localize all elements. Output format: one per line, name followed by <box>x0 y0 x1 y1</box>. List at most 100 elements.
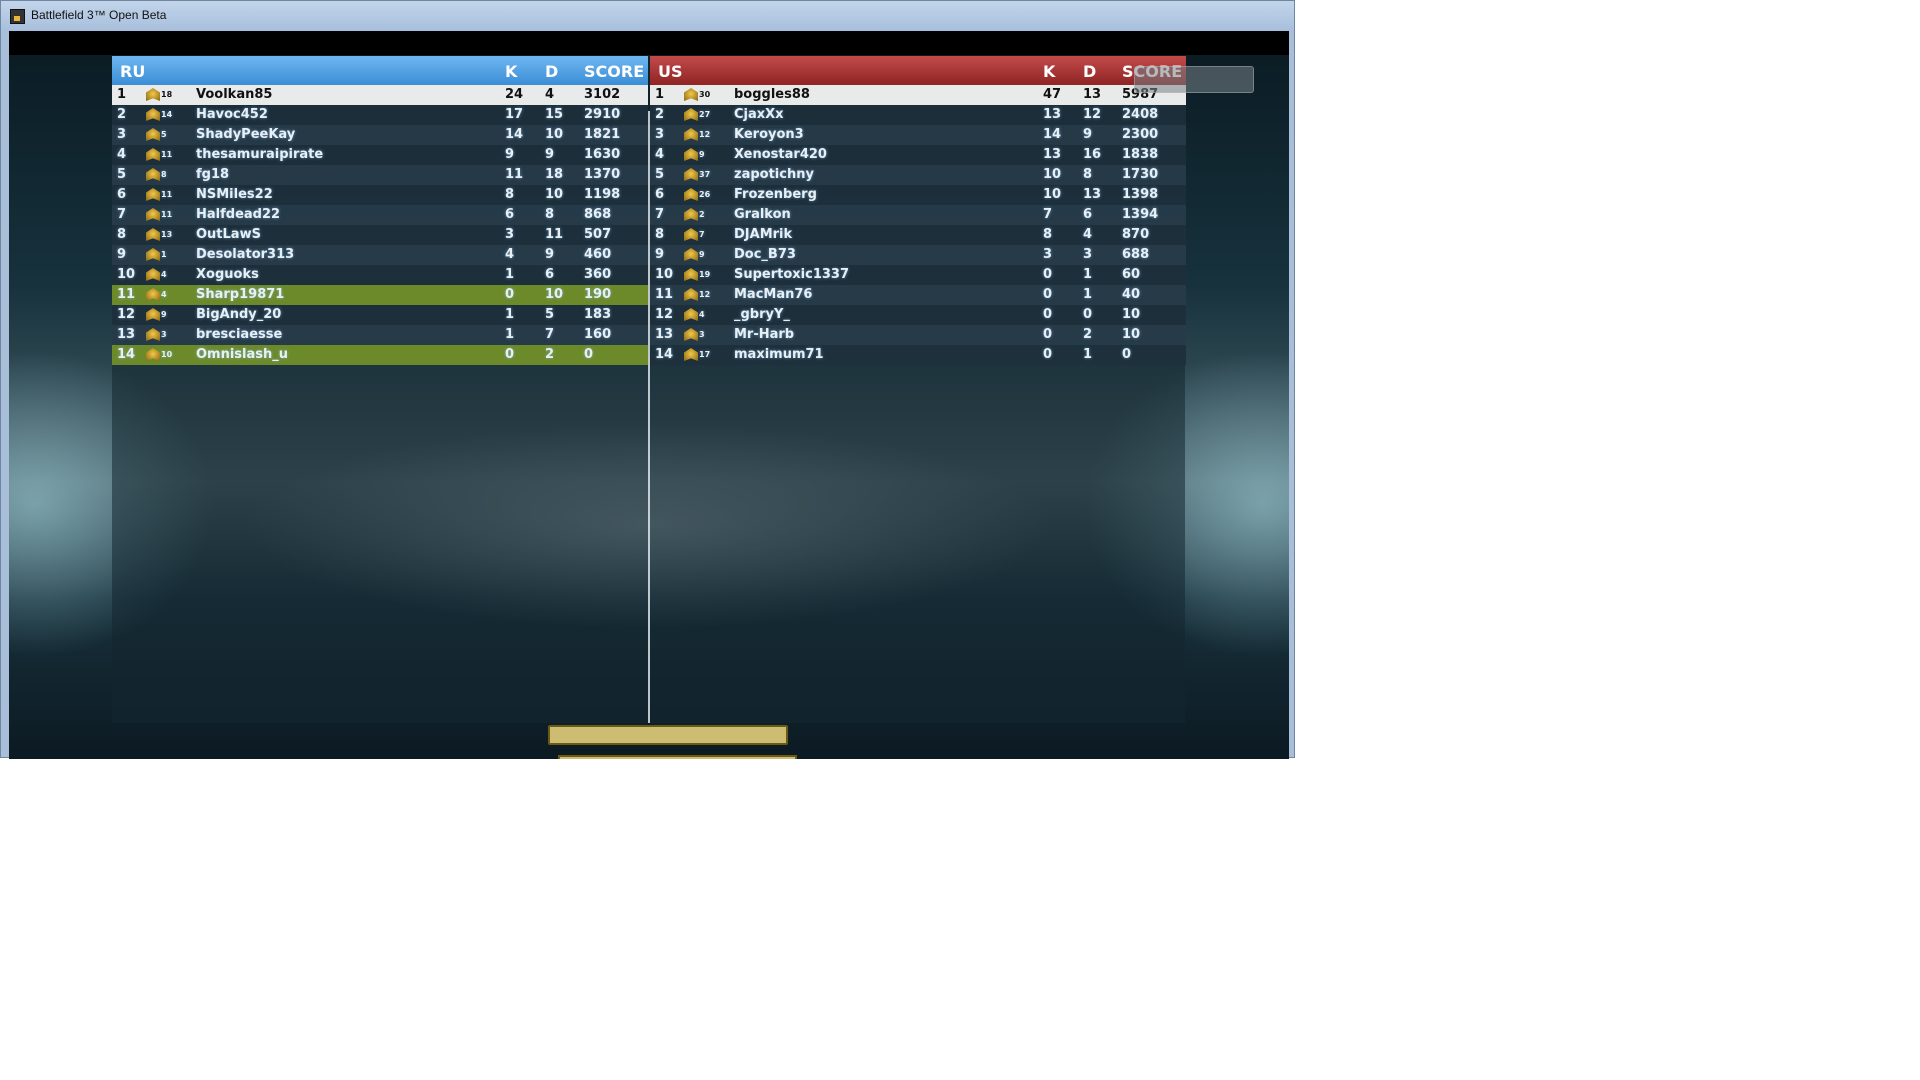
player-level: 3 <box>699 330 705 339</box>
player-name: DJAMrik <box>734 227 793 242</box>
player-kills: 0 <box>505 287 515 302</box>
player-row[interactable]: 11 12 MacMan76 0 1 40 <box>650 285 1186 305</box>
player-row[interactable]: 14 10 Omnislash_u 0 2 0 <box>112 345 648 365</box>
rank-insignia-icon: 5 <box>146 127 167 142</box>
player-kills: 7 <box>1043 207 1053 222</box>
player-position: 3 <box>655 127 665 142</box>
player-deaths: 6 <box>545 267 555 282</box>
scoreboard-action-button[interactable] <box>548 725 788 745</box>
player-level: 19 <box>699 270 711 279</box>
player-row[interactable]: 8 7 DJAMrik 8 4 870 <box>650 225 1186 245</box>
player-position: 2 <box>655 107 665 122</box>
player-position: 9 <box>117 247 127 262</box>
player-kills: 0 <box>1043 327 1053 342</box>
rank-insignia-icon: 27 <box>684 107 710 122</box>
player-row[interactable]: 13 3 Mr-Harb 0 2 10 <box>650 325 1186 345</box>
window-title: Battlefield 3™ Open Beta <box>31 8 167 22</box>
player-row[interactable]: 9 1 Desolator313 4 9 460 <box>112 245 648 265</box>
player-score: 1630 <box>584 147 621 162</box>
player-name: Doc_B73 <box>734 247 796 262</box>
player-level: 9 <box>161 310 167 319</box>
player-position: 5 <box>655 167 665 182</box>
player-row[interactable]: 8 13 OutLawS 3 11 507 <box>112 225 648 245</box>
player-position: 1 <box>655 87 665 102</box>
player-row[interactable]: 14 17 maximum71 0 1 0 <box>650 345 1186 365</box>
player-deaths: 5 <box>545 307 555 322</box>
player-row[interactable]: 4 11 thesamuraipirate 9 9 1630 <box>112 145 648 165</box>
player-row[interactable]: 9 9 Doc_B73 3 3 688 <box>650 245 1186 265</box>
column-k[interactable]: K <box>505 62 518 81</box>
player-score: 1398 <box>1122 187 1159 202</box>
player-name: Keroyon3 <box>734 127 804 142</box>
player-name: Mr-Harb <box>734 327 795 342</box>
player-level: 9 <box>699 150 705 159</box>
player-row[interactable]: 3 5 ShadyPeeKay 14 10 1821 <box>112 125 648 145</box>
column-score[interactable]: SCORE <box>584 62 645 81</box>
column-d[interactable]: D <box>545 62 559 81</box>
player-row[interactable]: 10 19 Supertoxic1337 0 1 60 <box>650 265 1186 285</box>
player-row[interactable]: 11 4 Sharp19871 0 10 190 <box>112 285 648 305</box>
player-kills: 0 <box>1043 267 1053 282</box>
player-kills: 14 <box>505 127 524 142</box>
player-score: 1370 <box>584 167 621 182</box>
column-k[interactable]: K <box>1043 62 1056 81</box>
player-kills: 0 <box>1043 347 1053 362</box>
player-level: 3 <box>161 330 167 339</box>
player-level: 11 <box>161 190 173 199</box>
player-level: 8 <box>161 170 167 179</box>
player-score: 10 <box>1122 307 1141 322</box>
player-kills: 17 <box>505 107 524 122</box>
player-deaths: 9 <box>1083 127 1093 142</box>
player-row[interactable]: 5 8 fg18 11 18 1370 <box>112 165 648 185</box>
player-score: 1730 <box>1122 167 1159 182</box>
player-position: 3 <box>117 127 127 142</box>
player-score: 1394 <box>1122 207 1159 222</box>
player-level: 5 <box>161 130 167 139</box>
player-row[interactable]: 4 9 Xenostar420 13 16 1838 <box>650 145 1186 165</box>
player-deaths: 3 <box>1083 247 1093 262</box>
player-position: 13 <box>655 327 674 342</box>
player-level: 37 <box>699 170 711 179</box>
player-position: 11 <box>655 287 674 302</box>
player-row[interactable]: 7 2 Gralkon 7 6 1394 <box>650 205 1186 225</box>
player-name: NSMiles22 <box>196 187 273 202</box>
player-row[interactable]: 2 27 CjaxXx 13 12 2408 <box>650 105 1186 125</box>
player-deaths: 9 <box>545 147 555 162</box>
player-row[interactable]: 12 4 _gbryY_ 0 0 10 <box>650 305 1186 325</box>
player-row[interactable]: 1 30 boggles88 47 13 5987 <box>650 85 1186 105</box>
player-kills: 8 <box>1043 227 1053 242</box>
player-row[interactable]: 7 11 Halfdead22 6 8 868 <box>112 205 648 225</box>
player-row[interactable]: 6 26 Frozenberg 10 13 1398 <box>650 185 1186 205</box>
column-d[interactable]: D <box>1083 62 1097 81</box>
player-name: Sharp19871 <box>196 287 285 302</box>
player-name: CjaxXx <box>734 107 784 122</box>
player-position: 12 <box>655 307 674 322</box>
player-row[interactable]: 2 14 Havoc452 17 15 2910 <box>112 105 648 125</box>
player-position: 6 <box>117 187 127 202</box>
player-row[interactable]: 10 4 Xoguoks 1 6 360 <box>112 265 648 285</box>
player-score: 1198 <box>584 187 621 202</box>
battlefield-app-icon[interactable] <box>10 9 25 24</box>
player-score: 460 <box>584 247 612 262</box>
player-score: 868 <box>584 207 612 222</box>
player-kills: 4 <box>505 247 515 262</box>
player-kills: 9 <box>505 147 515 162</box>
player-kills: 0 <box>1043 287 1053 302</box>
player-kills: 13 <box>1043 147 1062 162</box>
team-header: RU K D SCORE <box>112 56 648 85</box>
player-row[interactable]: 6 11 NSMiles22 8 10 1198 <box>112 185 648 205</box>
scoreboard: RU K D SCORE 1 18 Voolkan85 24 4 3102 2 … <box>112 56 1186 723</box>
player-deaths: 16 <box>1083 147 1102 162</box>
player-position: 4 <box>117 147 127 162</box>
player-row[interactable]: 3 12 Keroyon3 14 9 2300 <box>650 125 1186 145</box>
player-level: 4 <box>699 310 705 319</box>
player-score: 360 <box>584 267 612 282</box>
player-row[interactable]: 5 37 zapotichny 10 8 1730 <box>650 165 1186 185</box>
player-deaths: 10 <box>545 287 564 302</box>
player-row[interactable]: 1 18 Voolkan85 24 4 3102 <box>112 85 648 105</box>
player-deaths: 1 <box>1083 287 1093 302</box>
rank-insignia-icon: 9 <box>146 307 167 322</box>
player-row[interactable]: 12 9 BigAndy_20 1 5 183 <box>112 305 648 325</box>
secondary-action-button[interactable] <box>558 755 797 759</box>
player-row[interactable]: 13 3 bresciaesse 1 7 160 <box>112 325 648 345</box>
